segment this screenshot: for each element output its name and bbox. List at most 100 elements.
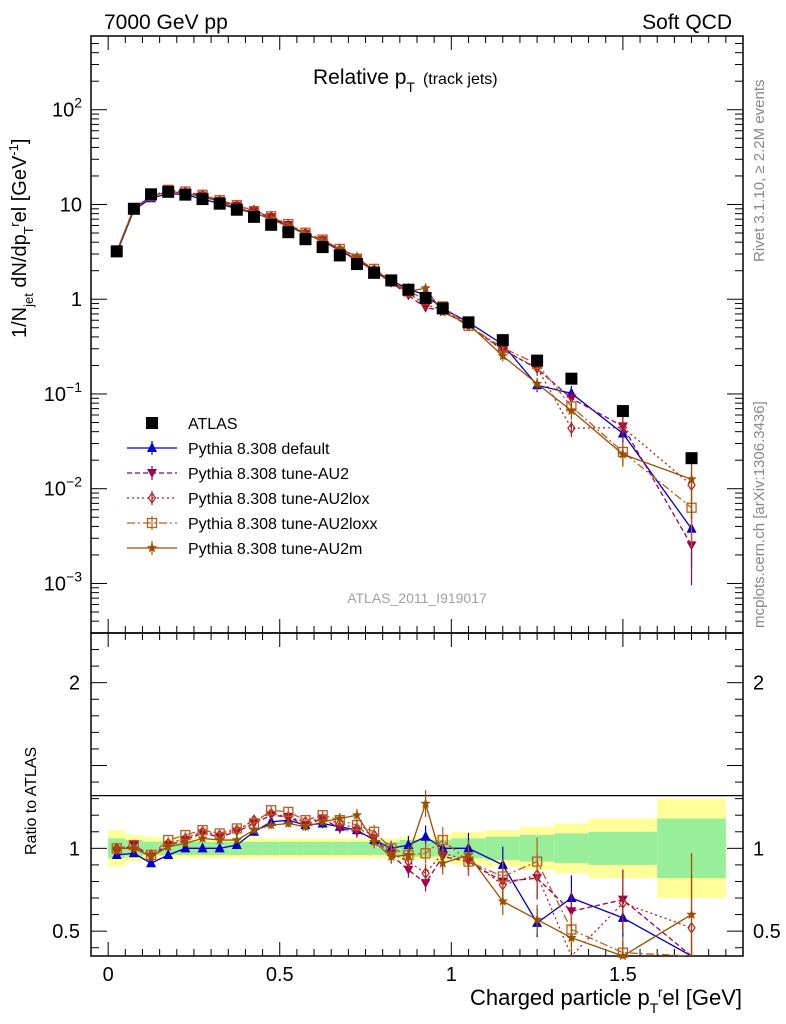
- ratio-point: [420, 830, 431, 841]
- ratio-point: [334, 813, 345, 823]
- band-inner: [296, 841, 315, 855]
- series-line: [116, 812, 692, 956]
- series-point: [686, 473, 697, 484]
- ratio-point: [618, 896, 628, 910]
- atlas-point: [265, 218, 278, 231]
- ratio-point: [403, 849, 414, 860]
- legend-label: Pythia 8.308 tune-AU2loxx: [188, 516, 377, 533]
- legend-entry-0: ATLAS: [146, 416, 238, 433]
- band-inner: [554, 833, 589, 864]
- ratio-point: [180, 842, 191, 853]
- atlas-point: [350, 258, 363, 271]
- legend-label: Pythia 8.308 tune-AU2m: [188, 541, 362, 558]
- legend-marker: [147, 491, 157, 505]
- ratio-point: [497, 871, 508, 882]
- series-line: [116, 809, 692, 956]
- atlas-point: [316, 241, 329, 254]
- chart-title-sub: T: [406, 79, 415, 95]
- header-left: 7000 GeV pp: [104, 11, 228, 34]
- ratio-point: [163, 848, 174, 859]
- legend-entry-2: Pythia 8.308 tune-AU2: [127, 466, 349, 483]
- legend-marker: [146, 417, 158, 429]
- series-line: [116, 189, 692, 509]
- series-point: [566, 394, 577, 404]
- ratio-point: [231, 834, 243, 845]
- chart-title-suffix: (track jets): [423, 71, 498, 88]
- series-point: [351, 251, 363, 261]
- legend-entry-5: Pythia 8.308 tune-AU2m: [127, 541, 362, 558]
- ratio-point: [686, 909, 697, 919]
- legend-label: ATLAS: [188, 416, 238, 433]
- x-axis-label-main: Charged particle p: [470, 985, 650, 1010]
- ratio-point: [283, 806, 294, 818]
- ratio-point: [420, 879, 431, 889]
- atlas-point: [162, 185, 175, 198]
- legend-entry-1: Pythia 8.308 default: [127, 441, 330, 458]
- ratio-point: [214, 842, 225, 853]
- ratio-panel-series: [111, 790, 697, 961]
- ratio-point: [617, 950, 629, 961]
- ratio-series-4: [111, 790, 697, 961]
- ratio-point: [197, 832, 208, 843]
- legend: ATLAS Pythia 8.308 default Pythia 8.308 tu…: [127, 416, 377, 558]
- band-inner: [262, 841, 280, 855]
- ratio-point: [386, 851, 397, 862]
- main-ylabel: 1/Njet dN/dpTrel [GeV-1]: [6, 139, 36, 338]
- y-tick-label: 1: [71, 289, 82, 311]
- ratio-point: [266, 805, 277, 816]
- ratio-tick-label-right: 0.5: [753, 921, 781, 943]
- series-point: [317, 235, 328, 246]
- series-point: [618, 421, 628, 434]
- y-tick-label: 10−3: [44, 568, 82, 595]
- y-tick-label: 102: [52, 95, 82, 122]
- band-inner: [331, 841, 349, 855]
- ratio-point: [531, 856, 543, 867]
- band-inner: [348, 841, 366, 855]
- ratio-tick-label-left: 2: [69, 673, 80, 695]
- ratio-point: [248, 824, 260, 835]
- series-point: [420, 282, 431, 293]
- atlas-point: [462, 316, 475, 329]
- ratio-tick-label-right: 2: [753, 673, 764, 695]
- x-tick-label: 1: [446, 964, 457, 986]
- band-inner: [314, 841, 332, 855]
- atlas-point: [402, 283, 415, 296]
- ratio-tick-label-left: 1: [69, 838, 80, 860]
- atlas-point: [230, 203, 243, 216]
- ratio-point: [351, 809, 363, 820]
- ratio-ylabel: Ratio to ATLAS: [23, 747, 40, 855]
- legend-marker: [146, 542, 158, 553]
- ratio-point: [145, 851, 157, 862]
- legend-entry-3: Pythia 8.308 tune-AU2lox: [127, 491, 369, 508]
- ratio-point: [231, 823, 242, 834]
- series-point: [283, 220, 294, 231]
- axis-ticks: 0 0.5 1 1.5 10−3 10−2 10−1 1 10 102 0.5 0.5 1 1 2 2: [44, 35, 781, 986]
- atlas-point: [196, 193, 209, 206]
- ratio-point: [437, 857, 448, 868]
- atlas-point: [385, 274, 398, 287]
- chart-title: Relative pT (track jets): [313, 66, 498, 95]
- rivet-version-label: Rivet 3.1.10, ≥ 2.2M events: [751, 80, 768, 263]
- legend-entry-4: Pythia 8.308 tune-AU2loxx: [127, 516, 377, 533]
- ratio-point: [531, 914, 543, 924]
- mcplots-label: mcplots.cern.ch [arXiv:1306.3436]: [751, 401, 768, 628]
- band-inner: [245, 841, 263, 855]
- legend-marker: [147, 469, 157, 478]
- ratio-point: [283, 818, 294, 828]
- atlas-point: [685, 452, 698, 465]
- atlas-point: [127, 202, 140, 215]
- x-tick-label: 0.5: [266, 964, 294, 986]
- y-tick-label: 10: [60, 194, 82, 216]
- ratio-point: [368, 836, 380, 847]
- ratio-point: [265, 819, 277, 830]
- ratio-point: [566, 907, 577, 917]
- series-point: [334, 243, 345, 253]
- band-inner: [279, 841, 297, 855]
- atlas-point: [496, 334, 509, 347]
- ratio-point: [197, 842, 208, 853]
- atlas-point: [213, 197, 226, 210]
- atlas-point: [531, 354, 544, 367]
- ratio-point: [146, 857, 157, 868]
- legend-label: Pythia 8.308 default: [188, 441, 330, 458]
- legend-label: Pythia 8.308 tune-AU2: [188, 466, 349, 483]
